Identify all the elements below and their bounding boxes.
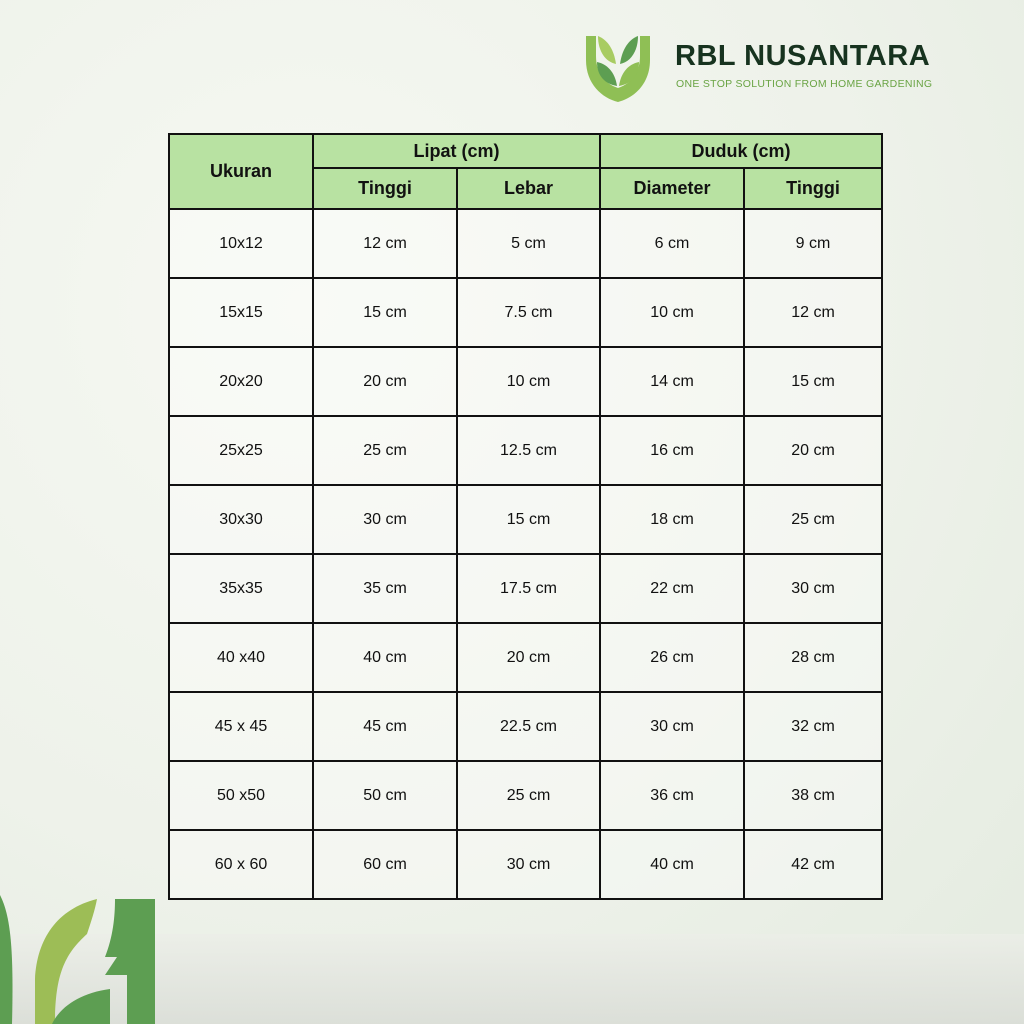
cell-diameter: 18 cm (599, 484, 745, 555)
cell-lebar: 15 cm (456, 484, 601, 555)
cell-diameter: 26 cm (599, 622, 745, 693)
cell-diameter: 10 cm (599, 277, 745, 348)
header-duduk-tinggi: Tinggi (743, 167, 883, 210)
cell-lebar: 22.5 cm (456, 691, 601, 762)
brand-name: RBL NUSANTARA (675, 40, 931, 72)
cell-lipat-tinggi: 20 cm (312, 346, 458, 417)
size-table: Ukuran Lipat (cm) Duduk (cm) Tinggi Leba… (168, 133, 883, 900)
header-duduk: Duduk (cm) (599, 133, 883, 169)
cell-duduk-tinggi: 32 cm (743, 691, 883, 762)
cell-lebar: 30 cm (456, 829, 601, 900)
cell-duduk-tinggi: 30 cm (743, 553, 883, 624)
cell-lebar: 7.5 cm (456, 277, 601, 348)
cell-lipat-tinggi: 45 cm (312, 691, 458, 762)
cell-lipat-tinggi: 25 cm (312, 415, 458, 486)
cell-lipat-tinggi: 60 cm (312, 829, 458, 900)
cell-lebar: 10 cm (456, 346, 601, 417)
header-lebar: Lebar (456, 167, 601, 210)
cell-duduk-tinggi: 9 cm (743, 208, 883, 279)
table-row: 20x20 20 cm 10 cm 14 cm 15 cm (168, 346, 883, 417)
cell-duduk-tinggi: 20 cm (743, 415, 883, 486)
header-lipat: Lipat (cm) (312, 133, 601, 169)
table-row: 50 x50 50 cm 25 cm 36 cm 38 cm (168, 760, 883, 831)
cell-diameter: 40 cm (599, 829, 745, 900)
cell-duduk-tinggi: 42 cm (743, 829, 883, 900)
header-diameter: Diameter (599, 167, 745, 210)
cell-duduk-tinggi: 25 cm (743, 484, 883, 555)
table-row: 35x35 35 cm 17.5 cm 22 cm 30 cm (168, 553, 883, 624)
cell-lebar: 20 cm (456, 622, 601, 693)
cell-lipat-tinggi: 40 cm (312, 622, 458, 693)
cell-diameter: 6 cm (599, 208, 745, 279)
table-row: 25x25 25 cm 12.5 cm 16 cm 20 cm (168, 415, 883, 486)
cell-duduk-tinggi: 28 cm (743, 622, 883, 693)
cell-lipat-tinggi: 12 cm (312, 208, 458, 279)
cell-diameter: 30 cm (599, 691, 745, 762)
table-row: 40 x40 40 cm 20 cm 26 cm 28 cm (168, 622, 883, 693)
cell-size: 20x20 (168, 346, 314, 417)
cell-size: 10x12 (168, 208, 314, 279)
cell-lipat-tinggi: 50 cm (312, 760, 458, 831)
cell-size: 25x25 (168, 415, 314, 486)
cell-size: 45 x 45 (168, 691, 314, 762)
cell-lipat-tinggi: 35 cm (312, 553, 458, 624)
table-row: 60 x 60 60 cm 30 cm 40 cm 42 cm (168, 829, 883, 900)
cell-lebar: 17.5 cm (456, 553, 601, 624)
cell-size: 35x35 (168, 553, 314, 624)
cell-size: 30x30 (168, 484, 314, 555)
table-row: 45 x 45 45 cm 22.5 cm 30 cm 32 cm (168, 691, 883, 762)
table-row: 10x12 12 cm 5 cm 6 cm 9 cm (168, 208, 883, 279)
cell-lebar: 5 cm (456, 208, 601, 279)
cell-size: 40 x40 (168, 622, 314, 693)
cell-size: 50 x50 (168, 760, 314, 831)
table-row: 30x30 30 cm 15 cm 18 cm 25 cm (168, 484, 883, 555)
rbl-logo-icon (586, 36, 650, 102)
cell-diameter: 36 cm (599, 760, 745, 831)
cell-diameter: 22 cm (599, 553, 745, 624)
cell-duduk-tinggi: 12 cm (743, 277, 883, 348)
background-soil (0, 934, 1024, 1024)
cell-diameter: 14 cm (599, 346, 745, 417)
cell-size: 15x15 (168, 277, 314, 348)
table-row: 15x15 15 cm 7.5 cm 10 cm 12 cm (168, 277, 883, 348)
cell-duduk-tinggi: 38 cm (743, 760, 883, 831)
corner-leaf-logo-icon (0, 895, 155, 1024)
cell-size: 60 x 60 (168, 829, 314, 900)
cell-lebar: 12.5 cm (456, 415, 601, 486)
header-ukuran: Ukuran (168, 133, 314, 210)
cell-lebar: 25 cm (456, 760, 601, 831)
header-lipat-tinggi: Tinggi (312, 167, 458, 210)
cell-diameter: 16 cm (599, 415, 745, 486)
cell-lipat-tinggi: 30 cm (312, 484, 458, 555)
cell-lipat-tinggi: 15 cm (312, 277, 458, 348)
brand-tagline: ONE STOP SOLUTION FROM HOME GARDENING (676, 78, 933, 90)
cell-duduk-tinggi: 15 cm (743, 346, 883, 417)
